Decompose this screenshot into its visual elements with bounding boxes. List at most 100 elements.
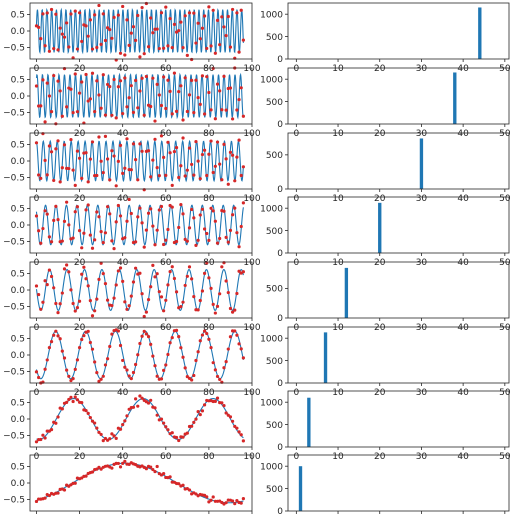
x-tick-label: 40 (457, 323, 469, 333)
sample-point (73, 367, 77, 371)
x-tick-label: 80 (203, 258, 215, 268)
sample-point (187, 488, 192, 492)
sample-point (101, 439, 105, 443)
axes-frame (287, 326, 510, 384)
sample-point (190, 57, 194, 62)
sample-point (58, 26, 62, 30)
sample-point (60, 239, 64, 243)
sample-point (56, 79, 60, 83)
sample-point (202, 227, 207, 231)
y-tick-label: 1000 (260, 398, 283, 408)
sample-point (166, 352, 170, 357)
y-tick-label: 0 (277, 185, 283, 195)
sample-point (162, 368, 166, 372)
sample-point (239, 347, 243, 351)
y-tick-label: 0.0 (11, 479, 26, 489)
sample-point (190, 378, 194, 382)
sample-point (97, 93, 101, 97)
x-tick-label: 60 (160, 258, 172, 268)
y-tick-label: 0.0 (11, 221, 26, 231)
x-tick-label: 30 (416, 129, 428, 139)
sample-point (41, 78, 45, 82)
sample-point (164, 106, 168, 111)
sample-point (222, 74, 226, 78)
sample-point (101, 12, 105, 16)
sample-point (60, 166, 64, 170)
sample-point (179, 202, 183, 207)
axes-frame (287, 390, 510, 448)
sample-point (43, 367, 47, 371)
sample-point (80, 400, 84, 405)
sample-point (80, 272, 84, 276)
sample-point (93, 421, 97, 425)
sample-point (181, 483, 185, 487)
sample-point (73, 309, 77, 313)
sample-point (116, 13, 120, 17)
sample-point (166, 227, 170, 232)
sample-point (86, 99, 90, 103)
sample-point (226, 347, 230, 351)
sample-point (177, 28, 181, 33)
y-tick-label: 0.0 (11, 415, 26, 425)
sample-point (105, 357, 110, 361)
sample-point (123, 419, 127, 423)
y-tick-label: 0 (277, 443, 283, 453)
sample-point (168, 151, 172, 155)
sample-point (134, 463, 138, 467)
sample-point (215, 374, 220, 379)
sample-point (187, 93, 192, 97)
sample-point (108, 84, 112, 89)
x-tick-label: 30 (416, 64, 428, 74)
sample-point (67, 397, 71, 402)
sample-point (239, 8, 243, 12)
sample-point (118, 343, 123, 348)
sample-point (127, 304, 131, 308)
sample-point (205, 495, 209, 499)
sample-point (174, 328, 179, 332)
y-tick-label: 0 (277, 379, 283, 389)
signal-panel-4: 0 20 40 60 80 100−0.50.00.5 (3, 196, 261, 268)
sample-point (125, 307, 129, 311)
sample-point (209, 139, 213, 143)
sample-point (99, 106, 103, 110)
x-tick-label: 80 (203, 129, 215, 139)
sample-point (196, 21, 200, 25)
sample-point (185, 168, 189, 172)
sample-point (146, 298, 151, 302)
y-tick-label: −0.5 (3, 303, 25, 313)
sample-point (164, 425, 168, 429)
sample-point (151, 76, 155, 80)
sample-point (43, 436, 47, 440)
x-tick-label: 60 (160, 388, 172, 398)
sample-point (153, 119, 157, 123)
y-tick-label: 1000 (260, 75, 283, 85)
sample-point (151, 31, 155, 35)
x-tick-label: 0 (34, 452, 40, 462)
sample-point (174, 239, 179, 244)
sample-point (52, 333, 56, 337)
sample-point (103, 281, 108, 286)
sample-point (123, 76, 127, 80)
axes-frame (287, 132, 510, 190)
sample-point (218, 236, 222, 241)
sample-point (228, 150, 233, 154)
sample-point (65, 21, 69, 25)
x-tick-label: 0 (293, 388, 299, 398)
x-tick-label: 20 (74, 194, 86, 204)
sample-point (168, 475, 172, 479)
sample-point (239, 86, 243, 90)
sample-point (146, 45, 151, 49)
sample-point (155, 228, 159, 232)
sample-point (134, 362, 138, 367)
sample-point (129, 31, 133, 35)
sample-point (192, 420, 196, 424)
sample-point (202, 403, 207, 407)
sample-point (194, 139, 198, 144)
sample-point (103, 231, 108, 235)
sample-point (39, 36, 43, 41)
sample-point (71, 399, 75, 404)
sample-point (82, 334, 86, 338)
sample-point (131, 280, 136, 284)
sample-point (43, 44, 47, 48)
sample-point (69, 288, 73, 292)
